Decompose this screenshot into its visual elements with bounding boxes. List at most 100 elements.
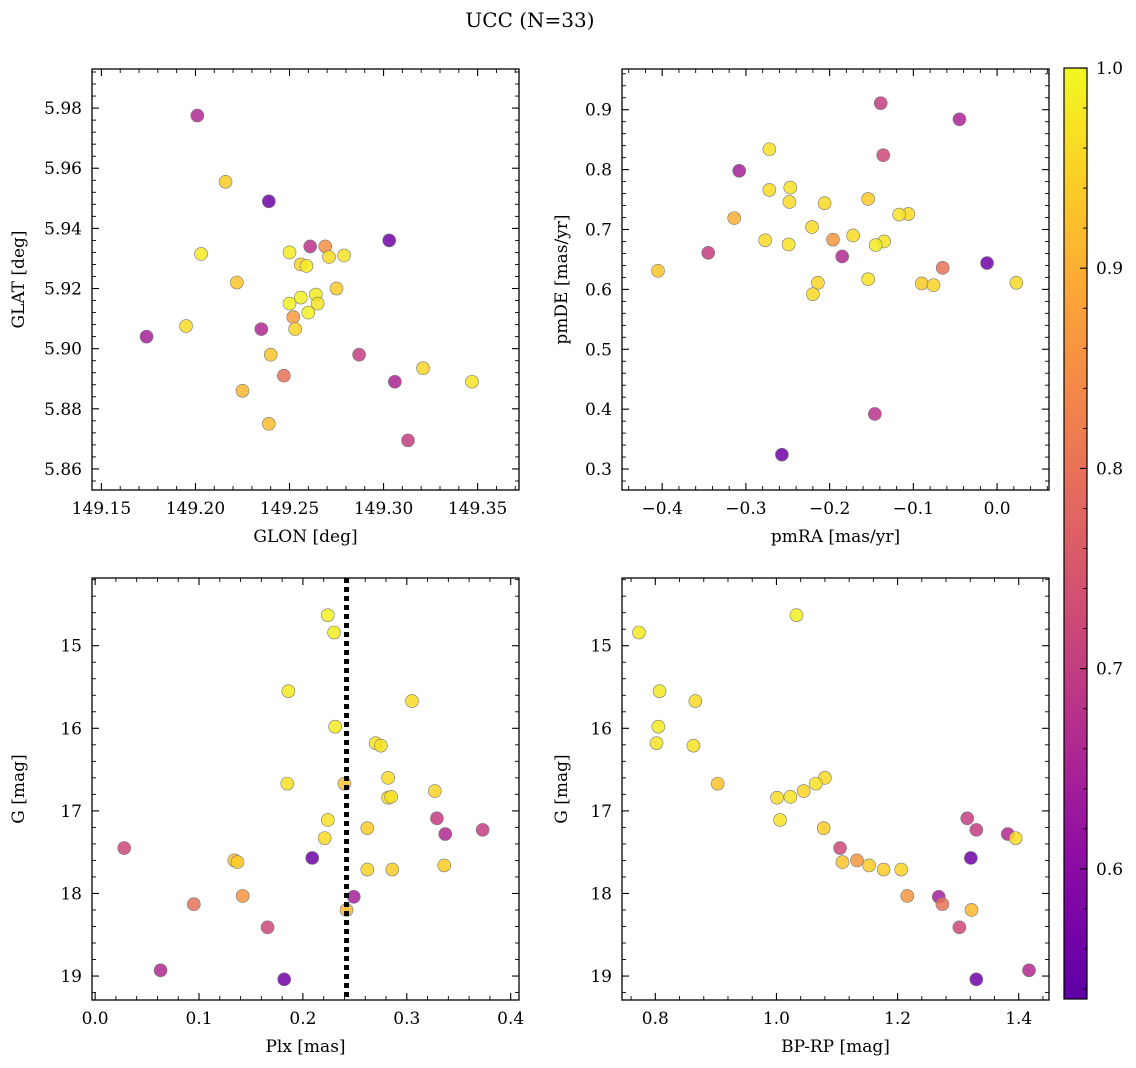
data-point: [374, 738, 388, 753]
y-tick-label: 15: [590, 637, 612, 657]
data-point: [337, 248, 351, 263]
data-point: [770, 790, 784, 805]
data-point: [781, 237, 796, 252]
data-point: [327, 625, 341, 640]
data-point: [701, 246, 716, 260]
data-point: [1008, 831, 1023, 845]
data-point: [381, 771, 395, 785]
data-point: [179, 319, 193, 333]
data-point: [360, 821, 375, 836]
data-point: [900, 889, 915, 903]
x-axis-label: BP-RP [mag]: [781, 1037, 890, 1057]
data-point: [194, 247, 208, 261]
data-point: [809, 776, 823, 791]
data-point: [980, 256, 994, 270]
data-point: [783, 180, 798, 195]
x-axis-label: GLON [deg]: [253, 527, 357, 547]
data-point: [762, 183, 777, 197]
data-point: [437, 858, 451, 873]
x-tick-label: 0.8: [642, 1009, 669, 1029]
data-point: [385, 862, 400, 877]
data-point: [816, 821, 831, 836]
data-point: [277, 972, 292, 987]
data-point: [328, 719, 342, 734]
data-point: [850, 853, 864, 868]
data-point: [281, 684, 296, 698]
figure-title: UCC (N=33): [465, 8, 594, 32]
x-tick-label: 0.3: [393, 1009, 420, 1029]
axes-frame: [91, 68, 520, 491]
data-point: [277, 368, 291, 383]
data-point: [868, 407, 882, 421]
data-point: [347, 889, 361, 904]
colorbar-gradient: [1063, 67, 1088, 1000]
data-point: [952, 112, 967, 127]
data-point: [952, 920, 967, 935]
data-point: [868, 238, 883, 252]
y-tick-label: 15: [60, 637, 82, 657]
data-point: [117, 841, 132, 855]
y-tick-label: 0.6: [585, 280, 612, 300]
axes-frame: [621, 577, 1050, 1001]
y-tick-label: 5.88: [44, 400, 82, 420]
data-point: [960, 811, 975, 826]
data-point: [286, 310, 301, 324]
colorbar-tick-label: 0.9: [1096, 259, 1123, 279]
data-point: [235, 889, 250, 903]
y-tick-label: 5.96: [44, 159, 82, 179]
data-point: [301, 305, 316, 320]
data-point: [187, 897, 201, 912]
data-point: [817, 196, 832, 210]
data-point: [384, 790, 399, 804]
data-point: [321, 608, 335, 622]
data-point: [438, 827, 453, 841]
data-point: [964, 851, 978, 865]
data-point: [388, 374, 402, 389]
data-point: [826, 232, 840, 247]
y-tick-label: 5.94: [44, 219, 82, 239]
colorbar-tick-label: 0.6: [1096, 860, 1123, 880]
data-point: [876, 862, 891, 877]
data-point: [321, 813, 335, 827]
data-point: [317, 831, 332, 845]
data-point: [914, 276, 929, 291]
y-tick-label: 0.5: [585, 340, 612, 360]
x-tick-label: 0.0: [984, 499, 1011, 519]
x-tick-label: 0.0: [82, 1009, 109, 1029]
data-point: [475, 823, 490, 837]
x-tick-label: 1.0: [763, 1009, 790, 1029]
data-point: [811, 275, 825, 290]
data-point: [322, 250, 336, 264]
y-tick-label: 5.90: [44, 340, 82, 360]
y-tick-label: 16: [60, 719, 82, 739]
data-point: [254, 322, 269, 336]
data-point: [293, 290, 308, 305]
data-point: [892, 207, 906, 222]
data-point: [260, 920, 275, 935]
data-point: [846, 228, 860, 243]
data-point: [310, 296, 325, 311]
y-tick-label: 19: [590, 967, 612, 987]
data-point: [805, 220, 819, 234]
y-axis-label: pmDE [mas/yr]: [552, 214, 572, 344]
x-tick-label: 1.4: [1005, 1009, 1032, 1029]
x-tick-label: 0.4: [497, 1009, 524, 1029]
data-point: [969, 823, 984, 837]
data-point: [835, 855, 850, 869]
y-tick-label: 5.86: [44, 460, 82, 480]
pm-panel: −0.4 −0.3 −0.2 −0.1 0.0 0.3 0.4 0.5 0.6 0.7 0.8 0.9…: [552, 68, 1050, 547]
y-axis-label: GLAT [deg]: [9, 230, 29, 328]
data-point: [876, 148, 891, 163]
colorbar-tick-label: 0.8: [1096, 459, 1123, 479]
data-point: [465, 374, 479, 389]
data-point: [649, 736, 664, 750]
data-point: [352, 347, 366, 362]
data-point: [935, 897, 950, 912]
x-tick-label: 0.1: [185, 1009, 212, 1029]
data-point: [762, 142, 777, 157]
data-point: [303, 239, 318, 254]
data-point: [416, 361, 430, 376]
data-point: [758, 233, 772, 248]
data-point: [190, 108, 205, 123]
